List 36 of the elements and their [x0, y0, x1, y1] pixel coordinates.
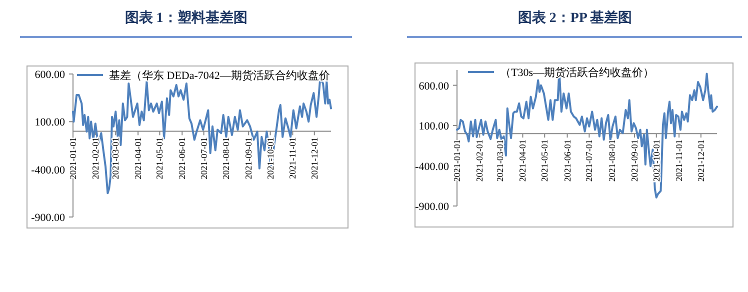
y-tick-label: -900.00	[415, 201, 450, 213]
x-tick-label: 2021-02-01	[90, 137, 100, 180]
y-tick-label: -900.00	[31, 212, 66, 224]
y-tick-label: 600.00	[418, 80, 450, 92]
x-tick-label: 2021-08-01	[606, 140, 617, 182]
y-tick-label: 100.00	[418, 120, 450, 133]
y-tick-label: 600.00	[34, 69, 66, 81]
x-tick-label: 2021-07-01	[198, 137, 209, 180]
legend-label: 基差（华东 DEDa-7042—期货活跃合约收盘价	[109, 69, 330, 82]
x-tick-label: 2021-06-01	[562, 140, 572, 182]
x-tick-label: 2021-07-01	[584, 140, 594, 182]
chart-title: 图表 2：PP 基差图	[518, 10, 632, 26]
x-tick-label: 2021-12-01	[696, 140, 706, 182]
x-tick-label: 2021-11-01	[288, 137, 298, 179]
x-tick-label: 2021-10-01	[265, 137, 276, 180]
y-tick-label: 100.00	[34, 116, 66, 129]
x-tick-label: 2021-01-01	[68, 137, 78, 180]
x-tick-label: 2021-06-01	[177, 137, 188, 180]
x-tick-label: 2021-03-01	[495, 140, 506, 182]
x-tick-label: 2021-01-01	[452, 140, 462, 182]
x-tick-label: 2021-05-01	[154, 137, 165, 180]
x-tick-label: 2021-08-01	[221, 137, 232, 180]
x-tick-label: 2021-02-01	[474, 140, 485, 182]
y-tick-label: -400.00	[31, 164, 66, 176]
x-tick-label: 2021-10-01	[651, 140, 662, 182]
x-tick-label: 2021-11-01	[674, 140, 684, 182]
x-tick-label: 2021-05-01	[540, 140, 550, 182]
x-tick-label: 2021-09-01	[629, 140, 640, 182]
chart-title: 图表 1：塑料基差图	[124, 9, 248, 26]
y-tick-label: -400.00	[415, 160, 450, 173]
x-tick-label: 2021-03-01	[110, 137, 121, 180]
legend: 基差（华东 DEDa-7042—期货活跃合约收盘价	[77, 70, 330, 82]
x-tick-label: 2021-12-01	[309, 137, 320, 180]
x-tick-label: 2021-04-01	[133, 137, 144, 180]
x-tick-label: 2021-04-01	[518, 140, 528, 182]
x-tick-label: 2021-09-01	[244, 137, 254, 180]
